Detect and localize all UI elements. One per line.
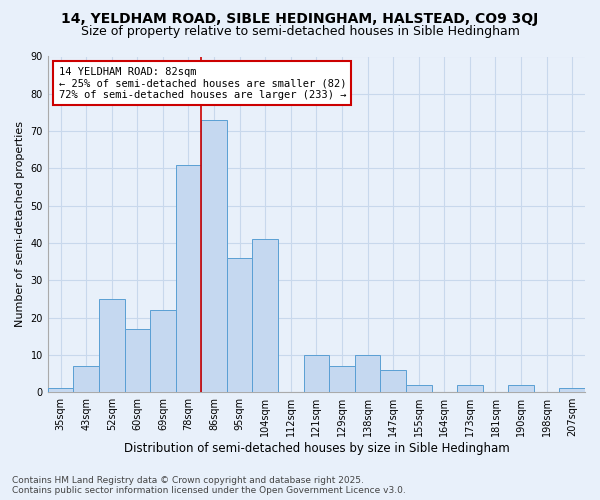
X-axis label: Distribution of semi-detached houses by size in Sible Hedingham: Distribution of semi-detached houses by … <box>124 442 509 455</box>
Bar <box>48 388 73 392</box>
Bar <box>508 384 534 392</box>
Bar <box>99 299 125 392</box>
Bar <box>355 355 380 392</box>
Bar <box>125 329 150 392</box>
Bar <box>150 310 176 392</box>
Bar <box>201 120 227 392</box>
Bar <box>406 384 431 392</box>
Text: Size of property relative to semi-detached houses in Sible Hedingham: Size of property relative to semi-detach… <box>80 25 520 38</box>
Bar <box>457 384 482 392</box>
Text: 14 YELDHAM ROAD: 82sqm
← 25% of semi-detached houses are smaller (82)
72% of sem: 14 YELDHAM ROAD: 82sqm ← 25% of semi-det… <box>59 66 346 100</box>
Bar <box>304 355 329 392</box>
Bar <box>559 388 585 392</box>
Bar <box>176 164 201 392</box>
Bar <box>227 258 253 392</box>
Text: 14, YELDHAM ROAD, SIBLE HEDINGHAM, HALSTEAD, CO9 3QJ: 14, YELDHAM ROAD, SIBLE HEDINGHAM, HALST… <box>61 12 539 26</box>
Y-axis label: Number of semi-detached properties: Number of semi-detached properties <box>15 122 25 328</box>
Bar <box>73 366 99 392</box>
Bar <box>380 370 406 392</box>
Bar <box>329 366 355 392</box>
Bar <box>253 240 278 392</box>
Text: Contains HM Land Registry data © Crown copyright and database right 2025.
Contai: Contains HM Land Registry data © Crown c… <box>12 476 406 495</box>
